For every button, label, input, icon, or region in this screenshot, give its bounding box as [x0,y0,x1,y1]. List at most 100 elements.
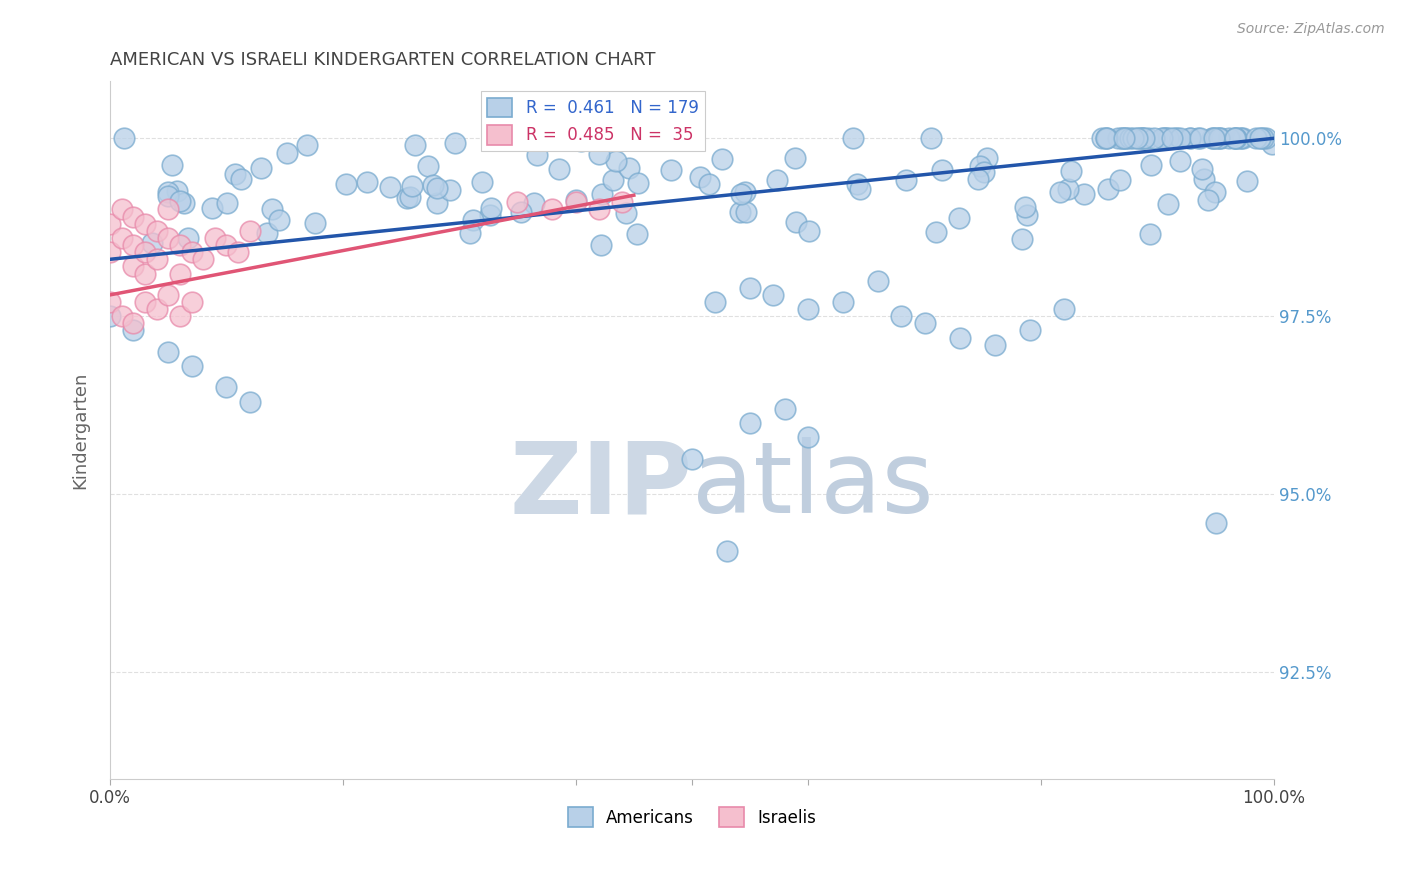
Point [262,202,284,216]
Point [612,195,634,210]
Point [463,213,485,227]
Point [156,185,179,199]
Point [846,177,869,191]
Point [920,131,942,145]
Point [239,394,262,409]
Point [973,165,995,179]
Point [1166,131,1188,145]
Point [1126,131,1149,145]
Point [134,267,156,281]
Point [526,148,548,162]
Point [111,231,134,245]
Point [112,131,135,145]
Point [295,138,318,153]
Point [605,153,627,168]
Point [797,302,820,317]
Point [1189,131,1212,145]
Point [1223,131,1246,145]
Point [894,173,917,187]
Point [1128,131,1150,145]
Point [378,180,401,194]
Point [1107,131,1129,145]
Point [1197,193,1219,207]
Point [1251,131,1274,145]
Point [506,195,529,210]
Point [134,217,156,231]
Point [256,226,278,240]
Point [1256,131,1278,145]
Legend: Americans, Israelis: Americans, Israelis [561,801,823,833]
Point [925,225,948,239]
Point [1053,302,1076,317]
Point [1056,181,1078,195]
Point [399,189,422,203]
Point [569,134,592,148]
Point [1229,131,1251,145]
Point [98,245,121,260]
Point [98,310,121,324]
Point [1157,197,1180,211]
Point [626,227,648,241]
Point [1208,131,1230,145]
Point [160,157,183,171]
Point [699,178,721,192]
Point [422,178,444,192]
Text: AMERICAN VS ISRAELI KINDERGARTEN CORRELATION CHART: AMERICAN VS ISRAELI KINDERGARTEN CORRELA… [110,51,655,69]
Point [479,201,502,215]
Point [849,182,872,196]
Point [193,252,215,267]
Point [735,204,758,219]
Point [169,310,191,324]
Point [1261,136,1284,151]
Point [617,161,640,176]
Point [797,430,820,444]
Point [426,181,449,195]
Point [510,205,533,219]
Point [169,267,191,281]
Point [1094,131,1116,145]
Point [783,151,806,165]
Point [1132,131,1154,145]
Point [215,196,238,211]
Point [627,177,650,191]
Point [541,202,564,217]
Point [1191,162,1213,177]
Point [1157,131,1180,145]
Point [832,295,855,310]
Point [1111,131,1133,145]
Point [1249,131,1271,145]
Point [1225,131,1247,145]
Point [716,544,738,558]
Point [1218,131,1240,145]
Point [1208,131,1230,145]
Point [1187,131,1209,145]
Point [1244,131,1267,145]
Point [122,317,145,331]
Point [1014,201,1036,215]
Point [1095,131,1118,145]
Point [335,178,357,192]
Point [471,175,494,189]
Point [1011,232,1033,246]
Point [169,238,191,252]
Point [111,310,134,324]
Point [276,145,298,160]
Point [740,416,762,430]
Point [734,185,756,199]
Point [1161,131,1184,145]
Point [1164,131,1187,145]
Point [1097,182,1119,196]
Point [157,288,180,302]
Point [773,401,796,416]
Point [659,163,682,178]
Point [157,188,180,202]
Point [1178,131,1201,145]
Point [485,131,508,145]
Point [564,195,586,210]
Point [1111,131,1133,145]
Point [356,175,378,189]
Point [134,245,156,260]
Point [157,344,180,359]
Point [730,186,752,201]
Point [166,184,188,198]
